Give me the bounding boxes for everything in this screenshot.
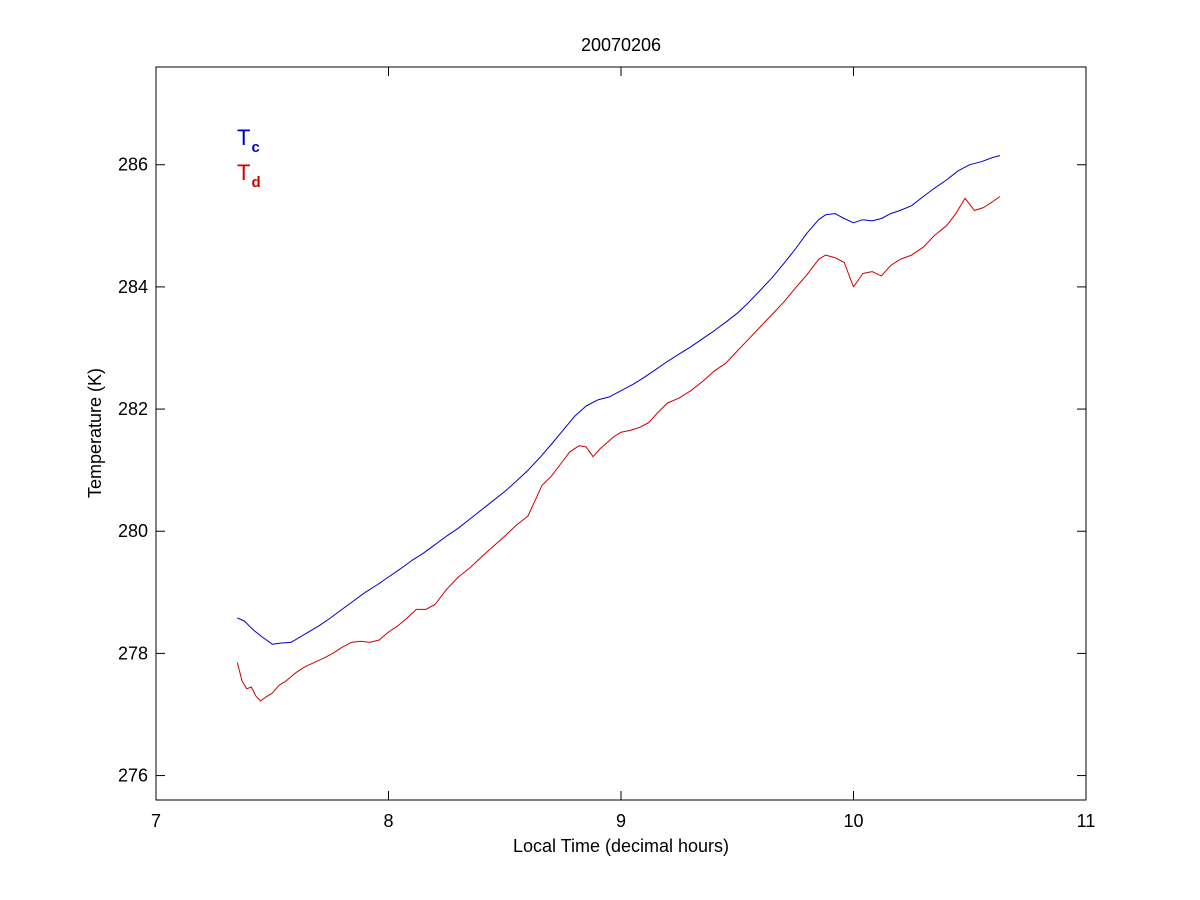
y-tick-label: 284 — [118, 277, 148, 297]
y-axis-ticks: 276 278 280 282 284 286 — [118, 155, 1086, 786]
x-tick-label: 9 — [616, 811, 626, 831]
y-tick-label: 276 — [118, 766, 148, 786]
y-tick-label: 282 — [118, 399, 148, 419]
legend-td-symbol: T — [237, 160, 250, 185]
x-tick-label: 7 — [151, 811, 161, 831]
series-line-tc — [237, 155, 1001, 645]
legend-entry-td: Td — [237, 160, 261, 191]
x-axis-label: Local Time (decimal hours) — [513, 836, 729, 856]
y-axis-label: Temperature (K) — [85, 368, 105, 498]
x-tick-label: 11 — [1077, 811, 1096, 831]
y-tick-label: 278 — [118, 643, 148, 663]
legend-entry-tc: Tc — [237, 125, 260, 156]
series-lines — [236, 155, 1001, 702]
x-tick-label: 10 — [843, 811, 863, 831]
y-tick-label: 286 — [118, 155, 148, 175]
legend-tc-symbol: T — [237, 125, 250, 150]
x-axis-ticks: 7 8 9 10 11 — [151, 67, 1095, 831]
legend: Tc Td — [237, 125, 261, 191]
x-tick-label: 8 — [383, 811, 393, 831]
legend-td-subscript: d — [251, 174, 260, 191]
y-tick-label: 280 — [118, 521, 148, 541]
chart-title: 20070206 — [581, 35, 661, 55]
legend-tc-subscript: c — [251, 139, 259, 156]
series-line-td — [236, 196, 1001, 702]
